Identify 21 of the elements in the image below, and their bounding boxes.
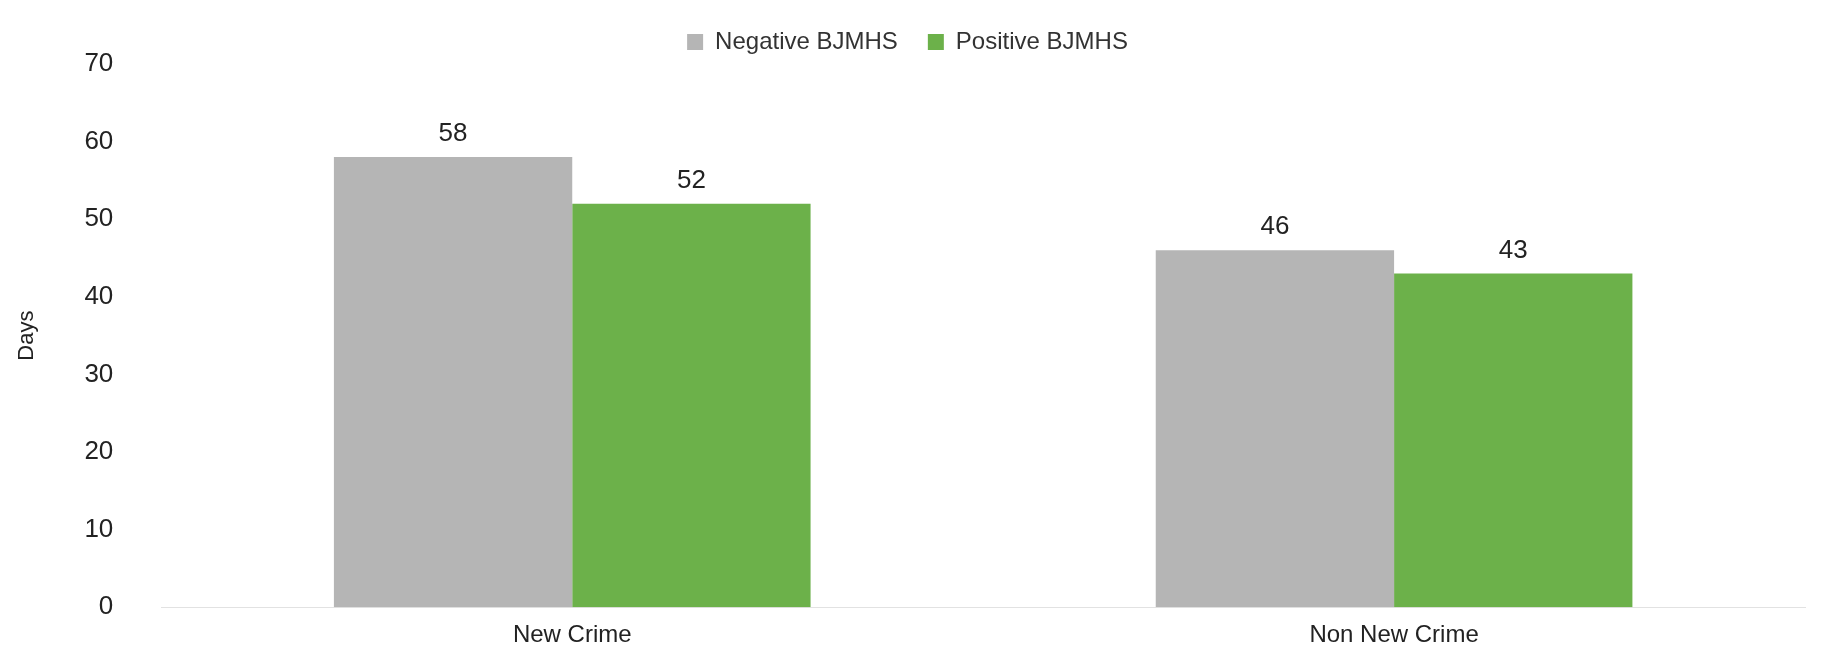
y-tick-label: 0 <box>98 590 114 621</box>
y-axis-title: Days <box>13 310 39 361</box>
y-tick-label: 60 <box>84 124 114 155</box>
x-tick-label: New Crime <box>512 620 632 648</box>
data-label: 46 <box>1260 210 1290 241</box>
bar <box>1155 250 1395 608</box>
y-tick-label: 30 <box>84 357 114 388</box>
legend-label: Negative BJMHS <box>715 26 898 54</box>
bar <box>572 203 811 608</box>
y-tick-label: 70 <box>84 47 114 78</box>
y-tick-label: 40 <box>84 279 114 310</box>
legend-label: Positive BJMHS <box>955 26 1128 54</box>
bar <box>1394 273 1633 608</box>
data-label: 52 <box>676 163 706 194</box>
y-tick-label: 20 <box>84 435 114 466</box>
x-tick-label: Non New Crime <box>1309 620 1479 648</box>
y-tick-label: 50 <box>84 202 114 233</box>
data-label: 43 <box>1498 233 1528 264</box>
y-tick-label: 10 <box>84 512 114 543</box>
data-label: 58 <box>438 117 468 148</box>
bar <box>333 157 573 608</box>
